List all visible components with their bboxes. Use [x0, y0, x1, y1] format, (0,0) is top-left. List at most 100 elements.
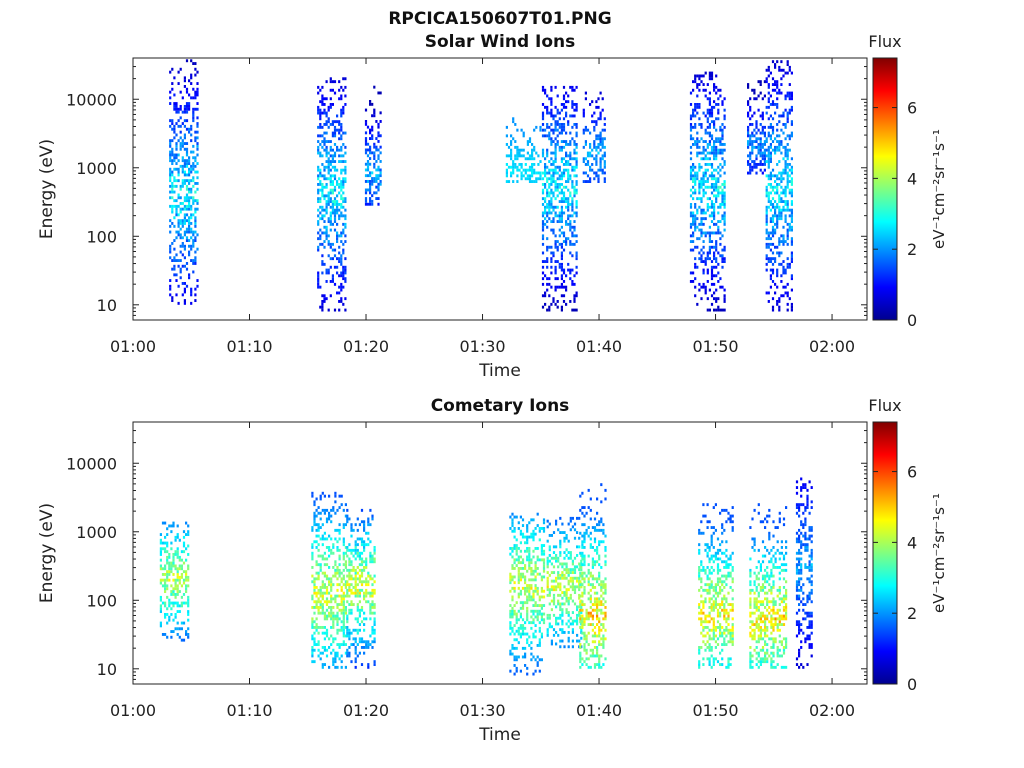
spectrogram-cell [778, 88, 781, 92]
spectrogram-cell [334, 571, 337, 575]
spectrogram-cell [755, 137, 758, 141]
spectrogram-cell [583, 637, 586, 641]
spectrogram-cell [757, 151, 760, 155]
spectrogram-cell [749, 143, 752, 146]
spectrogram-cell [336, 183, 339, 186]
spectrogram-cell [325, 211, 328, 215]
spectrogram-cell [321, 97, 324, 101]
spectrogram-cell [769, 237, 772, 241]
spectrogram-cell [767, 237, 770, 241]
spectrogram-cell [790, 211, 793, 215]
spectrogram-cell [552, 180, 555, 183]
spectrogram-cell [790, 274, 793, 278]
spectrogram-cell [192, 202, 195, 205]
spectrogram-cell [344, 308, 347, 312]
spectrogram-cell [771, 117, 775, 121]
spectrogram-cell [587, 563, 590, 567]
spectrogram-cell [784, 285, 787, 289]
spectrogram-cell [598, 603, 601, 606]
spectrogram-cell [369, 197, 372, 200]
spectrogram-cell [541, 183, 545, 186]
spectrogram-cell [331, 200, 334, 203]
spectrogram-cell [563, 562, 566, 566]
spectrogram-cell [521, 629, 525, 633]
spectrogram-cell [194, 287, 197, 291]
spectrogram-cell [559, 605, 562, 609]
spectrogram-cell [713, 120, 716, 124]
spectrogram-cell [342, 594, 345, 598]
spectrogram-cell [692, 191, 695, 195]
spectrogram-cell [589, 600, 592, 604]
spectrogram-cell [356, 517, 359, 521]
spectrogram-cell [373, 631, 376, 635]
spectrogram-cell [344, 234, 347, 238]
spectrogram-cell [340, 577, 343, 581]
spectrogram-cell [567, 154, 570, 158]
spectrogram-cell [366, 154, 370, 158]
spectrogram-cell [784, 145, 787, 149]
spectrogram-cell [585, 614, 588, 618]
spectrogram-cell [344, 268, 347, 272]
spectrogram-cell [159, 553, 162, 556]
colorbar [872, 57, 898, 321]
spectrogram-cell [185, 119, 189, 123]
spectrogram-cell [196, 116, 199, 120]
spectrogram-cell [379, 174, 382, 178]
spectrogram-cell [788, 262, 791, 266]
spectrogram-cell [571, 214, 574, 218]
spectrogram-cell [563, 645, 566, 649]
spectrogram-cell [311, 620, 314, 624]
spectrogram-cell [774, 211, 777, 215]
spectrogram-cell [702, 151, 705, 155]
spectrogram-cell [706, 588, 709, 592]
spectrogram-cell [338, 568, 341, 572]
spectrogram-cell [364, 151, 368, 155]
spectrogram-cell [576, 619, 579, 623]
spectrogram-cell [192, 199, 195, 203]
spectrogram-cell [767, 154, 770, 158]
spectrogram-cell [171, 210, 174, 214]
spectrogram-cell [323, 111, 326, 115]
spectrogram-cell [546, 582, 549, 586]
spectrogram-cell [541, 154, 545, 158]
spectrogram-cell [367, 571, 370, 575]
spectrogram-cell [323, 574, 326, 578]
spectrogram-cell [313, 660, 316, 664]
spectrogram-cell [715, 260, 718, 263]
spectrogram-cell [601, 140, 604, 143]
spectrogram-cell [363, 520, 366, 524]
spectrogram-cell [558, 242, 561, 246]
spectrogram-cell [569, 203, 572, 206]
spectrogram-cell [334, 563, 337, 567]
spectrogram-cell [371, 182, 374, 186]
spectrogram-cell [757, 148, 760, 152]
spectrogram-cell [554, 148, 557, 152]
spectrogram-cell [319, 217, 322, 221]
spectrogram-cell [696, 177, 699, 181]
spectrogram-cell [548, 593, 551, 597]
spectrogram-cell [753, 140, 756, 143]
spectrogram-cell [776, 203, 779, 206]
spectrogram-cell [541, 294, 545, 298]
spectrogram-cell [542, 544, 546, 547]
spectrogram-cell [790, 242, 793, 246]
spectrogram-cell [581, 563, 584, 567]
spectrogram-cell [173, 179, 176, 183]
spectrogram-cell [177, 139, 180, 143]
spectrogram-cell [185, 570, 188, 574]
spectrogram-cell [751, 88, 754, 92]
spectrogram-cell [714, 603, 717, 606]
spectrogram-cell [342, 200, 345, 203]
spectrogram-cell [774, 80, 777, 84]
spectrogram-cell [336, 631, 339, 635]
spectrogram-cell [336, 651, 339, 655]
spectrogram-cell [169, 230, 172, 234]
spectrogram-cell [516, 128, 519, 132]
spectrogram-cell [196, 153, 199, 157]
spectrogram-cell [550, 97, 553, 101]
spectrogram-cell [512, 165, 515, 169]
spectrogram-cell [776, 140, 779, 143]
spectrogram-cell [710, 580, 713, 584]
spectrogram-cell [563, 556, 566, 560]
spectrogram-cell [786, 291, 789, 295]
